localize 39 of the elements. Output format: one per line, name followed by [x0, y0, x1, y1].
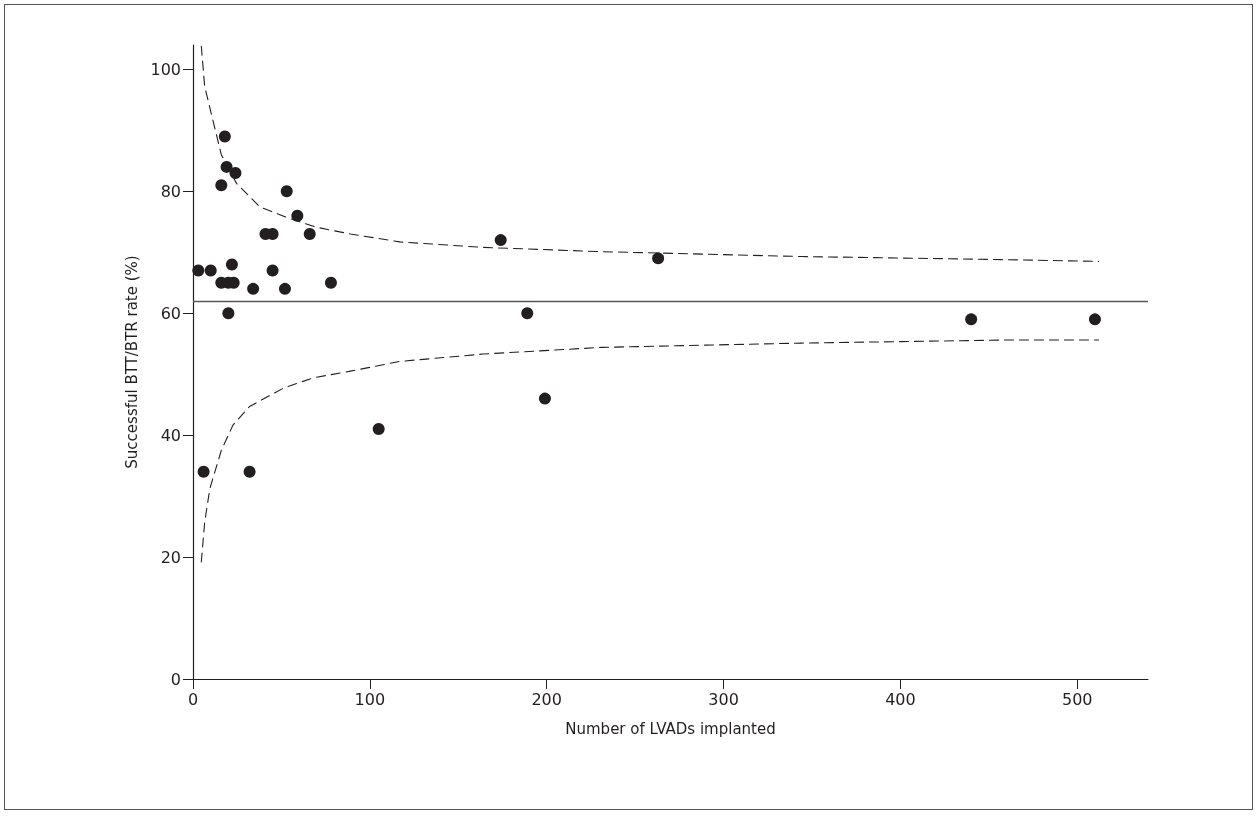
x-tick-label: 500	[1061, 689, 1093, 709]
point	[538, 392, 551, 405]
y-tick-label: 20	[160, 547, 181, 567]
y-tick-label: 60	[160, 303, 181, 323]
y-tick-label: 40	[160, 425, 181, 445]
y-tick-label: 100	[150, 59, 181, 79]
point	[280, 185, 293, 198]
x-tick-label: 0	[187, 689, 199, 709]
x-axis-title: Number of LVADs implanted	[565, 719, 776, 738]
point	[324, 276, 337, 289]
point	[192, 264, 205, 277]
point	[218, 130, 231, 143]
point	[247, 282, 260, 295]
x-tick-label: 300	[708, 689, 739, 709]
y-tick-label: 80	[160, 181, 181, 201]
y-tick-label: 0	[170, 669, 181, 689]
point	[303, 227, 316, 240]
x-tick-label: 100	[354, 689, 386, 709]
point	[225, 258, 238, 271]
point	[197, 465, 210, 478]
point	[204, 264, 217, 277]
y-axis-title: Successful BTT/BTR rate (%)	[123, 255, 142, 469]
point	[521, 307, 534, 320]
point	[1088, 313, 1101, 326]
point	[372, 423, 385, 436]
point	[652, 252, 665, 265]
point	[215, 179, 228, 192]
x-tick-label: 200	[531, 689, 562, 709]
point	[965, 313, 978, 326]
point	[243, 465, 256, 478]
point	[494, 234, 507, 247]
point	[278, 282, 291, 295]
line-series	[200, 339, 1100, 563]
line-series	[200, 45, 1100, 262]
x-tick-label: 400	[885, 689, 916, 709]
point	[266, 264, 279, 277]
point	[222, 307, 235, 320]
point	[229, 167, 242, 180]
point	[291, 209, 304, 222]
